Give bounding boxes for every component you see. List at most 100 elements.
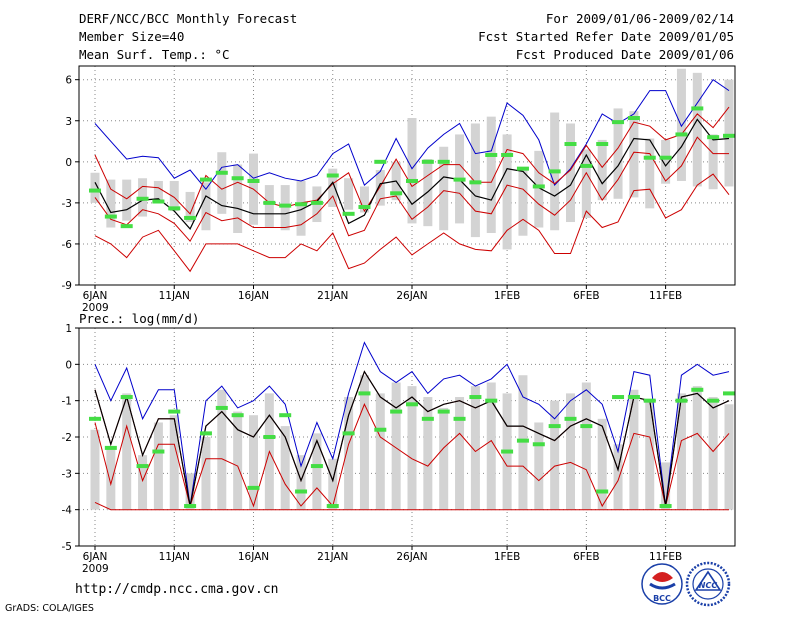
prec-range-bar [201, 437, 211, 510]
temp-xtick-label: 21JAN [317, 290, 348, 302]
temp-range-bar [708, 134, 718, 190]
prec-xtick-label: 6FEB [573, 551, 600, 563]
grads-credit: GrADS: COLA/IGES [5, 603, 94, 614]
prec-range-bar [90, 429, 100, 510]
prec-range-bar [249, 415, 258, 510]
prec-range-bar [597, 418, 607, 510]
temp-observation-marker [374, 159, 387, 164]
temp-observation-marker [168, 206, 181, 211]
temp-observation-marker [390, 191, 403, 196]
prec-range-bar [280, 426, 290, 510]
temp-xtick-label: 6FEB [573, 290, 600, 302]
prec-range-bar [550, 400, 560, 510]
temp-range-bar [375, 170, 385, 206]
temp-observation-marker [421, 159, 434, 164]
prec-observation-marker [215, 405, 228, 410]
temp-observation-marker [295, 202, 308, 207]
temp-observation-marker [342, 211, 355, 216]
prec-range-bar [106, 447, 116, 510]
temp-range-bar [724, 79, 734, 187]
prec-observation-marker [485, 398, 498, 403]
temp-range-bar [233, 164, 243, 233]
prec-observation-marker [516, 438, 529, 443]
temp-range-bar [692, 72, 702, 187]
forecast-period: For 2009/01/06-2009/02/14 [545, 11, 734, 26]
temp-range-bar [217, 152, 227, 214]
source-url[interactable]: http://cmdp.ncc.cma.gov.cn [75, 582, 279, 597]
prec-observation-marker [643, 398, 656, 403]
prec-observation-marker [532, 442, 545, 447]
temp-range-bar [122, 179, 132, 221]
prec-ytick-label: -4 [62, 505, 73, 517]
temp-observation-marker [437, 159, 450, 164]
prec-observation-marker [199, 431, 212, 436]
prec-range-bar [486, 382, 496, 510]
prec-range-bar [407, 386, 417, 510]
temp-observation-marker [279, 203, 292, 208]
temp-range-bar [153, 180, 163, 203]
prec-xtick-label: 26JAN [396, 551, 427, 563]
prec-observation-marker [390, 409, 403, 414]
prec-range-bar [629, 389, 639, 510]
prec-range-bar [676, 393, 686, 510]
forecast-produced-date: Fcst Produced Date 2009/01/06 [515, 47, 734, 62]
temp-observation-marker [152, 199, 165, 204]
prec-observation-marker [659, 504, 672, 509]
prec-observation-marker [326, 504, 339, 509]
prec-observation-marker [247, 485, 260, 490]
prec-observation-marker [421, 416, 434, 421]
temp-observation-marker [580, 163, 593, 168]
temp-observation-marker [453, 177, 466, 182]
temp-range-bar [629, 111, 639, 198]
temp-plot-frame [78, 65, 736, 286]
prec-observation-marker [406, 402, 418, 407]
temp-range-bar [676, 68, 686, 181]
prec-observation-marker [580, 424, 593, 429]
prec-observation-marker [453, 416, 466, 421]
prec-observation-marker [437, 409, 450, 414]
temp-range-bar [486, 116, 496, 233]
temp-observation-marker [485, 152, 498, 157]
prec-range-bar [661, 462, 671, 510]
prec-observation-marker [691, 387, 704, 392]
prec-observation-marker [564, 416, 577, 421]
temp-range-bar [344, 178, 354, 210]
prec-observation-marker [548, 424, 561, 429]
prec-range-bar [613, 444, 623, 510]
temp-observation-marker [627, 116, 640, 121]
prec-observation-marker [358, 391, 371, 396]
prec-observation-marker [136, 464, 149, 469]
temp-ytick-label: -6 [62, 239, 73, 251]
temp-range-bar [280, 185, 290, 231]
prec-ytick-label: -1 [62, 396, 72, 408]
prec-max-line [94, 341, 730, 507]
temp-observation-marker [215, 170, 228, 175]
temp-ytick-label: -3 [62, 198, 72, 210]
temp-observation-marker [120, 224, 133, 229]
temp-ytick-label: -9 [62, 280, 72, 292]
prec-range-bar [344, 397, 354, 510]
temp-observation-marker [469, 180, 482, 185]
temp-range-bar [185, 191, 195, 223]
temp-observation-marker [643, 155, 656, 160]
temp-range-bar [264, 185, 274, 228]
temp-xtick-label: 11FEB [649, 290, 682, 302]
prec-ytick-label: -3 [62, 468, 72, 480]
temp-range-bar [534, 150, 544, 228]
prec-ytick-label: -2 [62, 432, 72, 444]
temp-range-bar [169, 180, 179, 212]
temp-range-bar [439, 146, 449, 231]
prec-range-bar [470, 386, 480, 510]
forecast-started-date: Fcst Started Refer Date 2009/01/05 [478, 29, 734, 44]
temp-observation-marker [612, 120, 625, 125]
prec-range-bar [455, 397, 465, 510]
prec-range-bar [645, 400, 655, 510]
prec-xtick-label: 11FEB [649, 551, 682, 563]
prec-observation-marker [469, 395, 482, 400]
temp-ytick-label: 0 [65, 157, 72, 169]
prec-ens-low-line [94, 403, 730, 508]
prec-observation-marker [723, 391, 735, 396]
temp-range-bar [597, 139, 607, 201]
prec-range-bar [692, 386, 702, 510]
temp-range-bar [518, 167, 528, 236]
